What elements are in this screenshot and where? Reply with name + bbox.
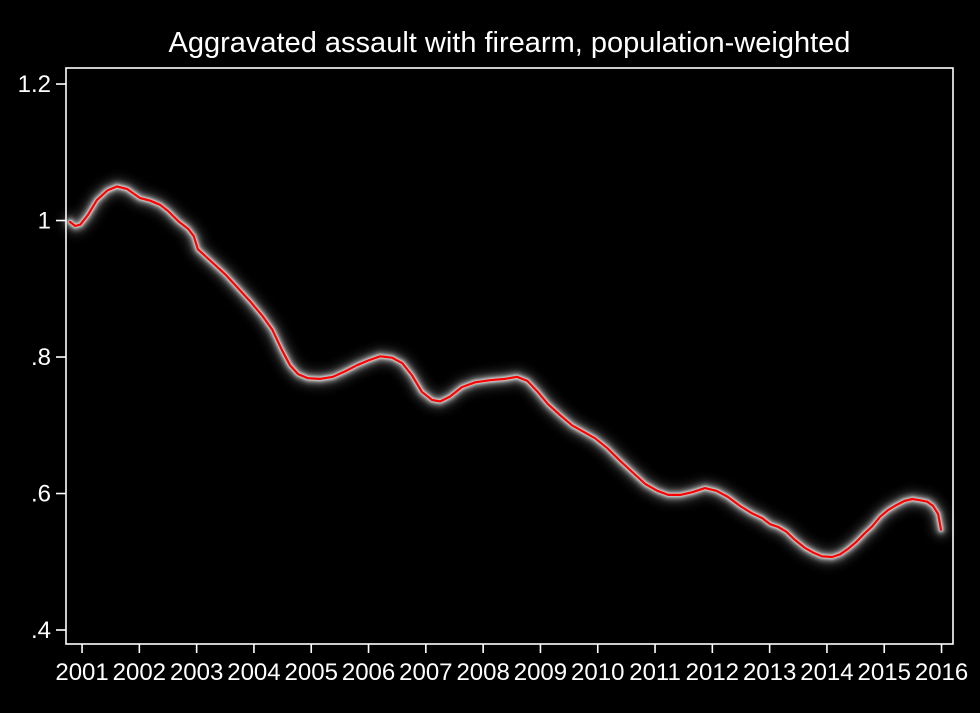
x-tick-label: 2013 <box>743 659 796 686</box>
x-tick-label: 2005 <box>285 659 338 686</box>
x-tick-label: 2008 <box>456 659 509 686</box>
x-tick-label: 2002 <box>113 659 166 686</box>
series-line <box>68 185 943 559</box>
x-tick-label: 2009 <box>514 659 567 686</box>
x-tick-label: 2006 <box>342 659 395 686</box>
chart-title: Aggravated assault with firearm, populat… <box>168 27 851 59</box>
y-tick-label: .4 <box>31 617 51 644</box>
plot-frame <box>65 67 954 645</box>
x-tick-label: 2016 <box>915 659 968 686</box>
x-tick-label: 2010 <box>571 659 624 686</box>
x-tick-label: 2007 <box>399 659 452 686</box>
x-tick-label: 2012 <box>686 659 739 686</box>
x-tick-label: 2014 <box>800 659 853 686</box>
x-tick-label: 2003 <box>170 659 223 686</box>
y-tick-label: 1 <box>38 208 51 235</box>
y-tick-label: .8 <box>31 344 51 371</box>
y-tick-label: 1.2 <box>18 71 51 98</box>
x-tick-label: 2004 <box>227 659 280 686</box>
x-tick-label: 2011 <box>629 659 681 686</box>
x-tick-label: 2015 <box>858 659 911 686</box>
y-tick-label: .6 <box>31 481 51 508</box>
x-tick-label: 2001 <box>55 659 108 686</box>
